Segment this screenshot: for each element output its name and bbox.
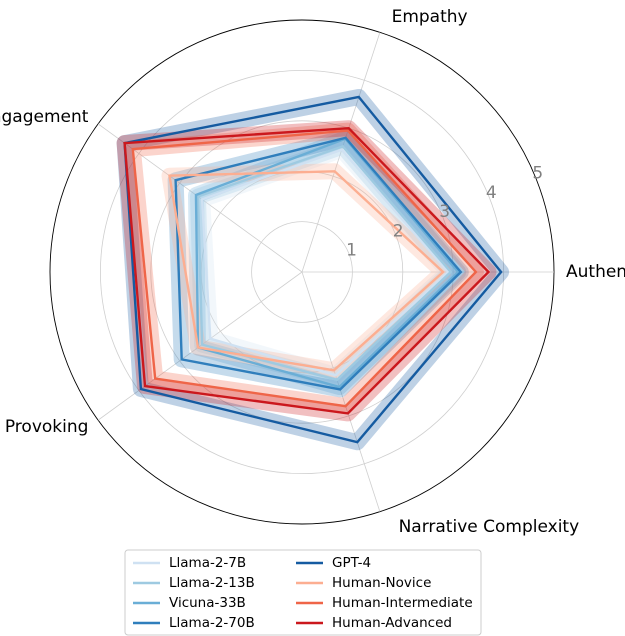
spoke-narrative-complexity (301, 271, 381, 512)
series-line-human-advanced (123, 126, 491, 415)
legend: Llama-2-7B Llama-2-13B Vicuna-33B Llama-2-7… (124, 549, 482, 636)
series-line-llama-2-13b (196, 144, 453, 382)
series-line-human-intermediate (131, 129, 478, 408)
legend-label-llama-2-70b: Llama-2-70B (169, 615, 255, 631)
series-line-llama-2-70b (174, 136, 463, 391)
axis-label-authenticity: Authenticity (566, 262, 625, 282)
legend-label-llama-2-7b: Llama-2-7B (169, 555, 246, 571)
legend-label-llama-2-13b: Llama-2-13B (169, 575, 255, 591)
tick-label-5: 5 (532, 164, 543, 184)
legend-label-human-intermediate: Human-Intermediate (332, 595, 473, 611)
axis-label-emotion-provoking: Emotion Provoking (0, 417, 88, 437)
axis-label-engagement: Engagement (0, 107, 89, 127)
series-line-gpt-4 (123, 95, 503, 444)
series-lines (123, 95, 503, 444)
spoke-emotion-provoking (97, 271, 303, 421)
legend-label-human-advanced: Human-Advanced (332, 615, 452, 631)
series-line-llama-2-7b (200, 148, 450, 377)
series-line-human-novice (168, 170, 445, 372)
legend-label-vicuna-33b: Vicuna-33B (169, 595, 246, 611)
tick-label-2: 2 (393, 221, 404, 241)
axis-label-empathy: Empathy (392, 7, 468, 27)
legend-frame (124, 549, 482, 636)
tick-label-4: 4 (486, 183, 497, 203)
tick-label-1: 1 (346, 241, 357, 261)
legend-label-human-novice: Human-Novice (332, 575, 431, 591)
axis-labels: 1 2 3 4 5 Authenticity Empathy Engagement Emotio… (0, 7, 625, 537)
spoke-empathy (301, 32, 381, 273)
legend-label-gpt-4: GPT-4 (332, 555, 371, 571)
tick-label-3: 3 (439, 202, 450, 222)
axis-label-narrative-complexity: Narrative Complexity (399, 517, 580, 537)
